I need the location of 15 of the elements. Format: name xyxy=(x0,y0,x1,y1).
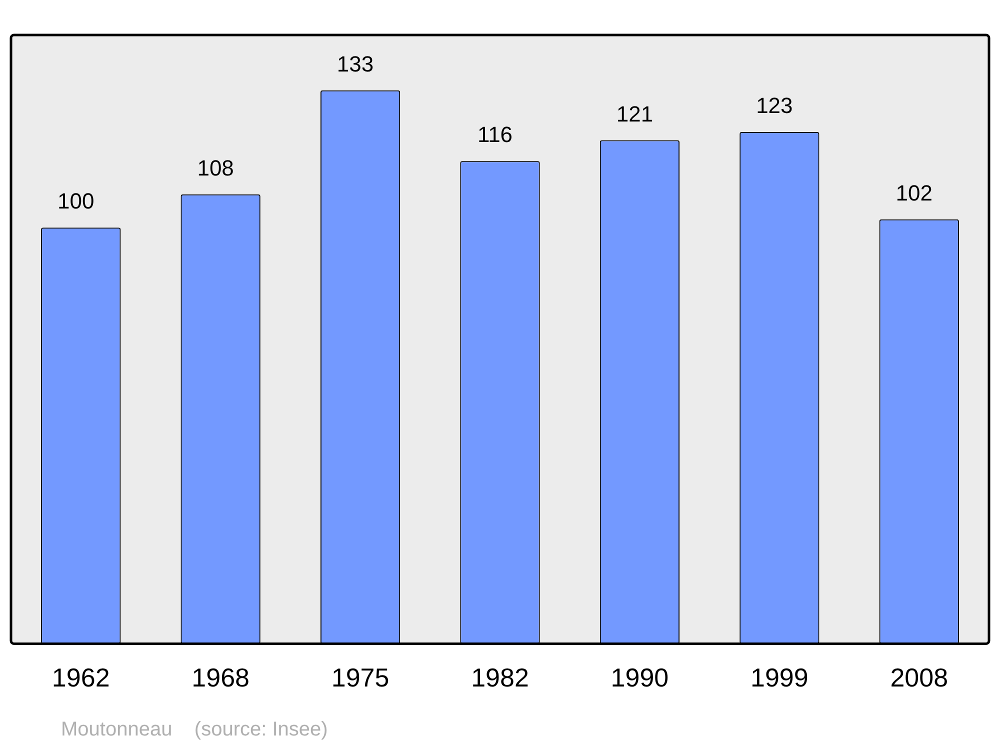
data-label: 102 xyxy=(896,180,932,206)
x-tick-label: 1968 xyxy=(192,662,250,693)
data-label: 123 xyxy=(756,93,793,118)
x-tick-label: 1962 xyxy=(52,662,110,693)
data-label: 133 xyxy=(336,51,374,76)
data-label: 121 xyxy=(616,101,654,126)
x-tick-label: 1982 xyxy=(471,662,529,693)
data-label: 108 xyxy=(197,155,234,180)
data-label: 100 xyxy=(58,188,94,214)
text: Moutonneau (source: Insee) xyxy=(61,718,328,741)
x-tick-label: 1990 xyxy=(610,662,669,693)
data-label: 116 xyxy=(477,122,513,148)
x-tick-label: 2008 xyxy=(890,662,948,693)
x-tick-label: 1975 xyxy=(331,662,390,693)
x-tick-label: 1999 xyxy=(750,662,808,693)
